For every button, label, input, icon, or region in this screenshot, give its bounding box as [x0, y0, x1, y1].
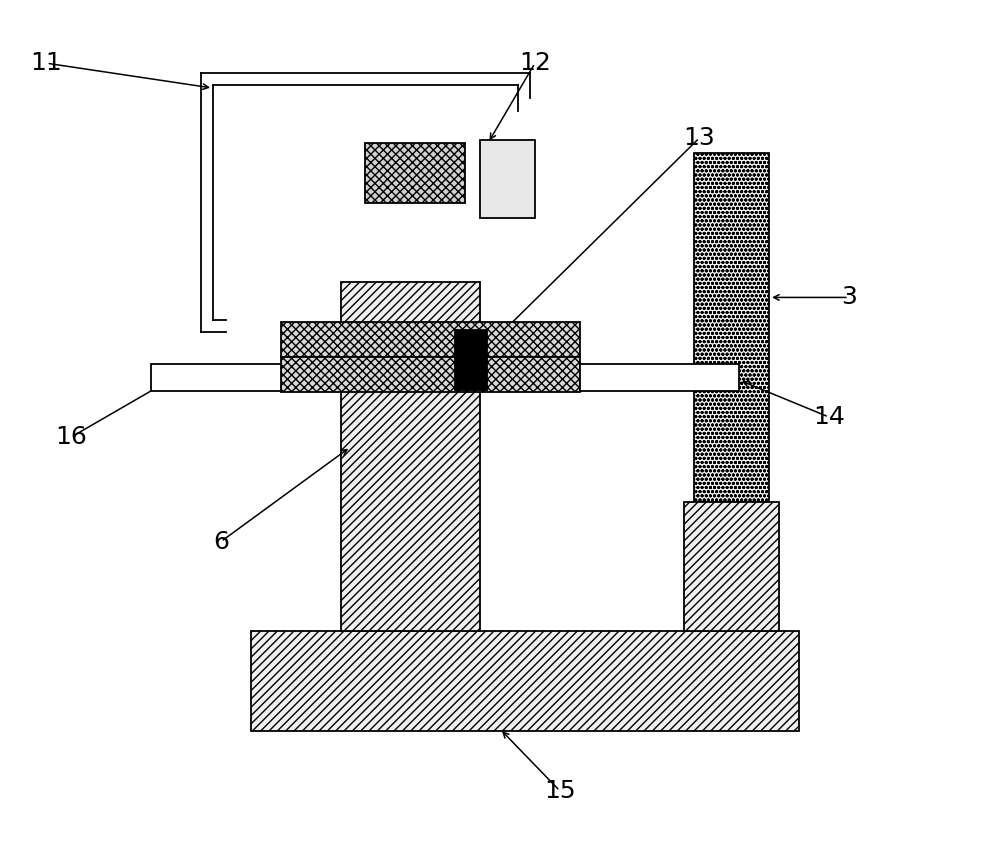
Bar — [684, 502, 779, 631]
Bar — [151, 364, 281, 391]
Bar — [365, 143, 465, 203]
Text: 3: 3 — [841, 285, 857, 309]
Bar — [455, 331, 487, 390]
Bar — [341, 283, 480, 631]
Bar — [251, 631, 799, 731]
Bar — [694, 153, 769, 502]
Text: 16: 16 — [55, 425, 87, 449]
Text: 13: 13 — [683, 126, 715, 150]
Text: 6: 6 — [213, 530, 229, 554]
Text: 11: 11 — [31, 51, 62, 75]
Text: 12: 12 — [519, 51, 551, 75]
Text: 15: 15 — [544, 779, 576, 803]
Bar — [580, 364, 739, 391]
Bar — [281, 322, 580, 357]
Text: 14: 14 — [813, 405, 845, 429]
Bar — [281, 357, 580, 392]
Bar — [480, 140, 535, 217]
